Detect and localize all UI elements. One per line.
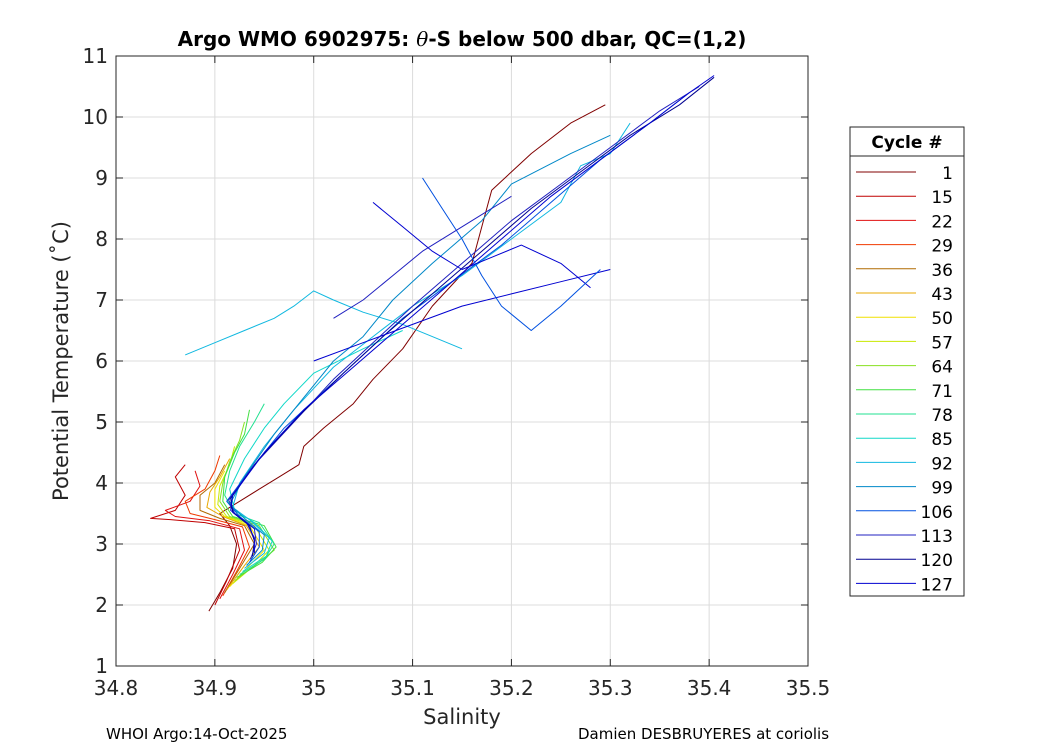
- legend-entry-label: 71: [931, 382, 953, 402]
- chart-title: Argo WMO 6902975: θ-S below 500 dbar, QC…: [178, 27, 747, 51]
- legend-entry-label: 78: [931, 406, 953, 426]
- series-line: [333, 195, 512, 319]
- footer-right-text: Damien DESBRUYERES at coriolis: [578, 725, 830, 743]
- legend-entry-label: 113: [921, 527, 953, 547]
- series-line: [222, 409, 277, 578]
- x-tick-label: 35.3: [588, 676, 633, 700]
- series-line: [150, 464, 241, 606]
- y-tick-label: 4: [95, 471, 108, 495]
- x-tick-label: 35.4: [687, 676, 732, 700]
- legend-entries: 1 15 22 29 36 43 50 57 64 71 78 85 92 99 106 113 120 127: [856, 164, 953, 595]
- legend-entry-label: 15: [931, 188, 953, 208]
- legend-title: Cycle #: [871, 133, 942, 153]
- series-line: [185, 290, 463, 356]
- x-axis-label: Salinity: [423, 705, 501, 729]
- legend-entry-label: 43: [931, 285, 953, 305]
- series-line: [229, 134, 611, 566]
- x-tick-label: 35.1: [390, 676, 435, 700]
- series-line: [164, 470, 245, 600]
- y-tick-label: 9: [95, 166, 108, 190]
- series-line: [422, 177, 601, 331]
- legend-entry-label: 50: [931, 309, 953, 329]
- legend-entry-label: 29: [931, 237, 953, 257]
- x-tick-label: 35.2: [489, 676, 534, 700]
- y-tick-label: 6: [95, 349, 108, 373]
- series-line: [184, 455, 250, 597]
- x-tick-label: 34.9: [193, 676, 238, 700]
- y-tick-label: 1: [95, 654, 108, 678]
- y-tick-label: 2: [95, 593, 108, 617]
- legend-entry-label: 22: [931, 212, 953, 232]
- x-tick-label: 35.5: [786, 676, 831, 700]
- y-tick-label: 8: [95, 227, 108, 251]
- y-axis-label: Potential Temperature (˚C): [49, 221, 73, 501]
- legend-entry-label: 99: [931, 479, 953, 499]
- series-line: [372, 202, 591, 289]
- legend-entry-label: 120: [921, 551, 953, 571]
- y-tick-label: 3: [95, 532, 108, 556]
- x-tick-label: 34.8: [94, 676, 139, 700]
- series-line: [230, 75, 715, 554]
- series-line: [232, 122, 631, 569]
- series-line: [313, 269, 611, 362]
- series-line: [206, 458, 260, 591]
- y-tick-labels: 1 2 3 4 5 6 7 8 9 10 11: [83, 44, 108, 678]
- series-line: [208, 104, 606, 612]
- y-tick-label: 5: [95, 410, 108, 434]
- axis-ticks: [115, 55, 809, 667]
- legend-entry-label: 106: [921, 503, 953, 523]
- y-tick-label: 11: [83, 44, 108, 68]
- legend: Cycle # 1 15 22 29 36 43 50 57 64 71 78 85 92 99 106 11…: [849, 126, 965, 597]
- legend-entry-label: 127: [921, 575, 953, 595]
- data-lines: [150, 75, 715, 612]
- legend-entry-label: 36: [931, 261, 953, 281]
- legend-entry-label: 64: [931, 358, 953, 378]
- x-tick-label: 35: [301, 676, 326, 700]
- footer-left-text: WHOI Argo:14-Oct-2025: [106, 725, 288, 743]
- legend-entry-label: 92: [931, 454, 953, 474]
- legend-box: [849, 126, 965, 597]
- series-line: [229, 330, 403, 572]
- legend-entry-label: 1: [942, 164, 953, 184]
- x-tick-labels: 34.8 34.9 35 35.1 35.2 35.3 35.4 35.5: [94, 676, 831, 700]
- y-tick-label: 10: [83, 105, 108, 129]
- legend-entry-label: 85: [931, 430, 953, 450]
- y-tick-label: 7: [95, 288, 108, 312]
- series-line: [199, 464, 255, 594]
- legend-entry-label: 57: [931, 333, 953, 353]
